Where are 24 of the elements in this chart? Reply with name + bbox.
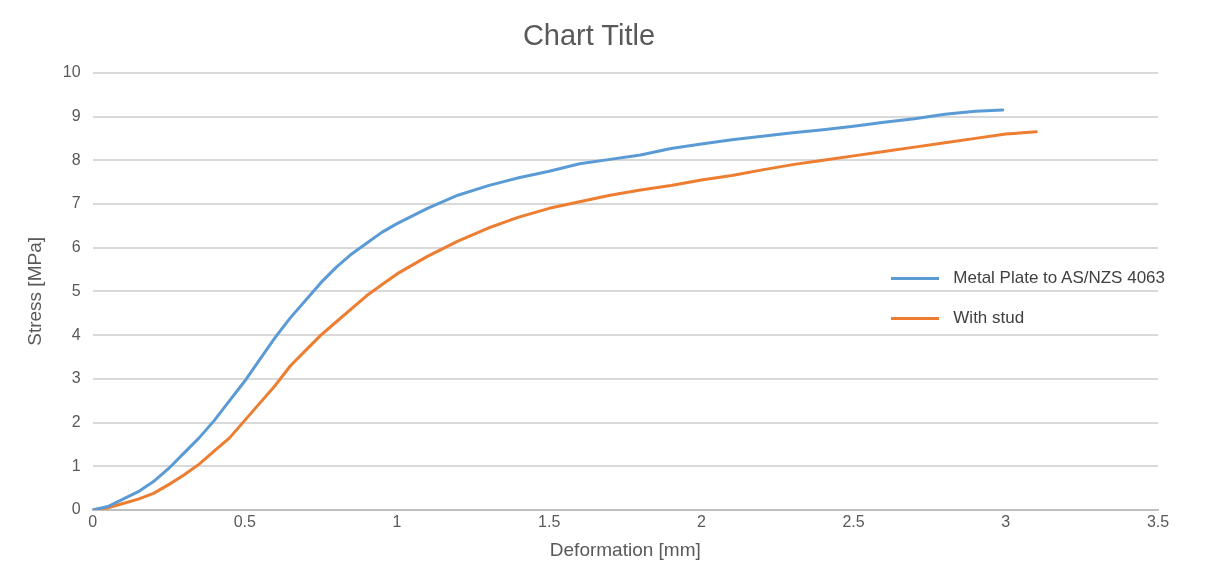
y-tick-label: 4: [71, 325, 81, 343]
x-tick-label: 0: [88, 513, 98, 531]
x-tick-label: 3: [1001, 513, 1011, 531]
x-tick-label: 0.5: [233, 513, 257, 531]
y-tick-label: 5: [71, 281, 81, 299]
y-tick-label: 8: [71, 150, 81, 168]
x-tick-label: 1: [392, 513, 402, 531]
y-tick-label: 3: [71, 369, 81, 387]
x-tick-label: 2.5: [842, 513, 865, 531]
legend-label: Metal Plate to AS/NZS 4063: [953, 268, 1165, 288]
chart-title: Chart Title: [522, 19, 656, 52]
legend-label: With stud: [953, 308, 1025, 328]
x-tick-label: 3.5: [1146, 513, 1170, 531]
y-axis-title: Stress [MPa]: [23, 237, 45, 346]
x-tick-label: 1.5: [538, 513, 561, 531]
y-tick-label: 6: [71, 238, 81, 256]
y-tick-label: 10: [62, 63, 81, 81]
y-tick-label: 9: [71, 106, 81, 124]
y-tick-label: 7: [71, 194, 81, 212]
y-tick-label: 0: [71, 500, 81, 518]
x-axis-title: Deformation [mm]: [549, 538, 701, 560]
y-tick-label: 2: [71, 412, 81, 430]
x-tick-label: 2: [696, 513, 706, 531]
y-tick-label: 1: [71, 456, 81, 474]
